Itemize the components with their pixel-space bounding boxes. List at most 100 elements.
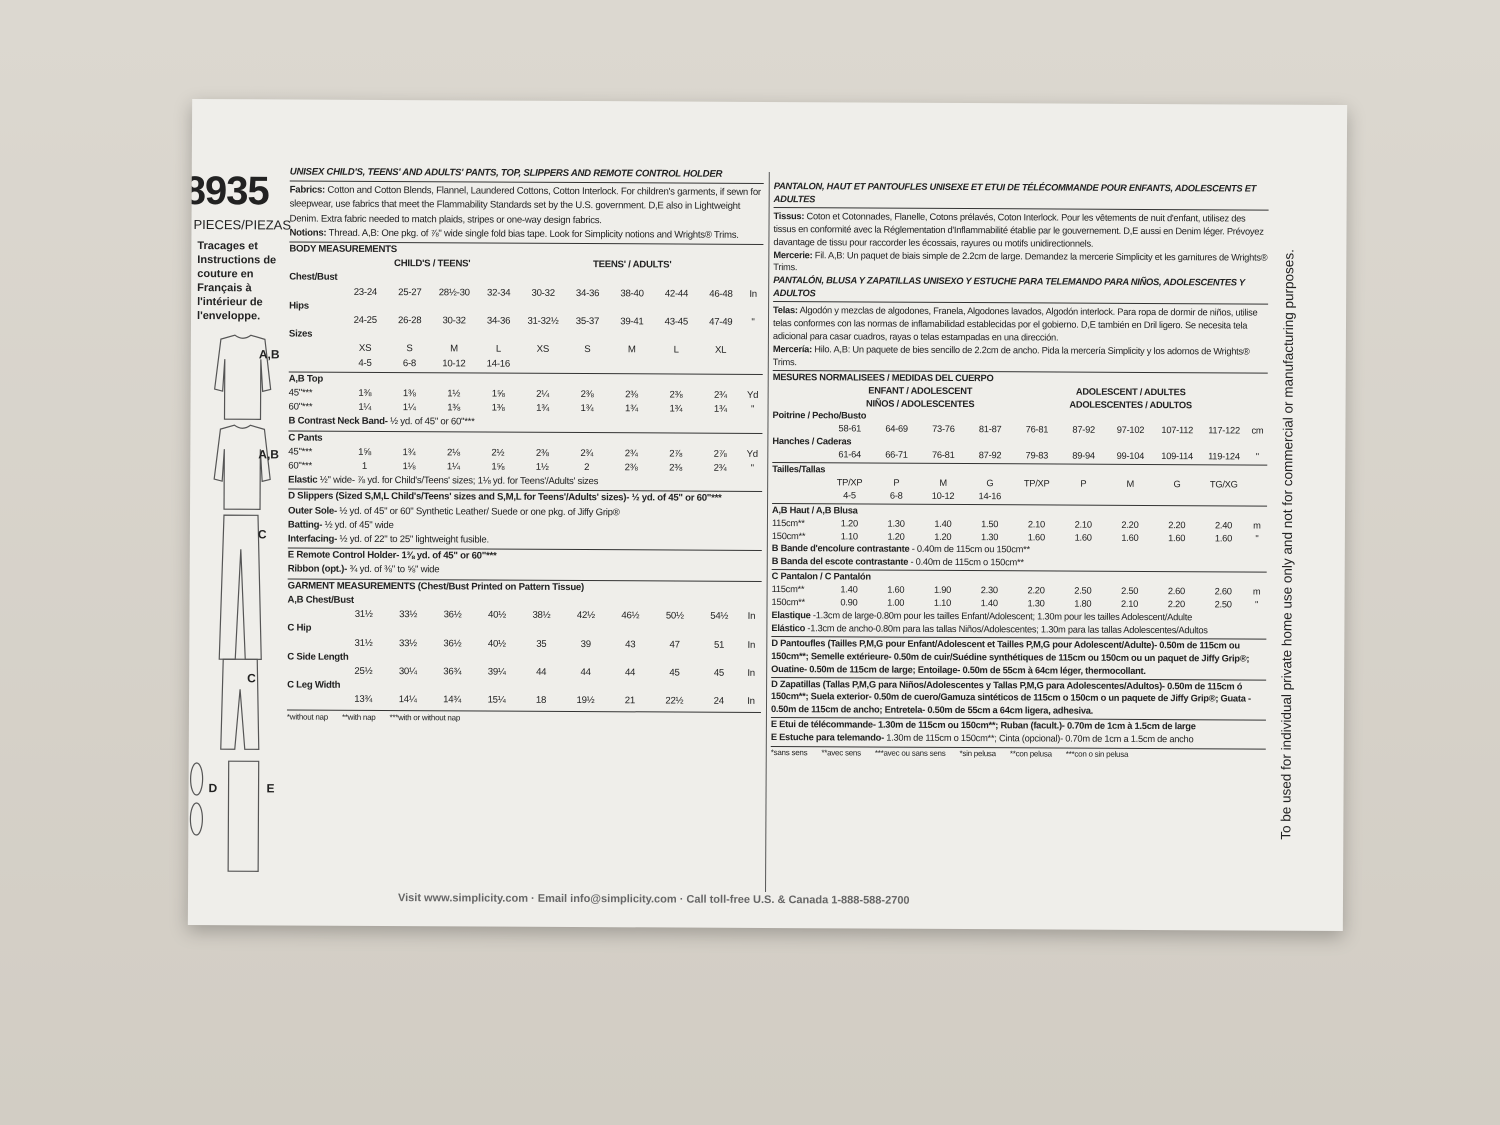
measure-row: 4-5 6-8 10-12 14-16 — [772, 489, 1267, 504]
size-group: CHILD'S / TEENS' — [343, 257, 521, 272]
cell: 1¾ — [624, 403, 638, 415]
cell: XL — [714, 345, 727, 357]
cell: 2¾ — [713, 462, 727, 474]
paragraph-label: Telas: — [773, 305, 798, 316]
unit: In — [747, 696, 755, 708]
cell: 36½ — [443, 637, 462, 649]
cell: 2⅞ — [669, 448, 683, 460]
cell: 6-8 — [402, 357, 417, 369]
cell: 2⅜ — [625, 389, 638, 401]
cell: 89-94 — [1072, 450, 1095, 461]
cell: 1¾ — [580, 403, 594, 415]
row-lead: 150cm** — [771, 530, 806, 541]
footnote-item: ***con o sin pelusa — [1065, 749, 1129, 759]
cell: 45 — [713, 667, 725, 679]
paragraph: Elástico -1.3cm de ancho-0.80m para las … — [771, 622, 1266, 637]
cell: TG/XG — [1209, 479, 1238, 490]
footnote-item: *without nap — [286, 712, 328, 722]
paragraph-label: Elastic — [288, 474, 318, 486]
cell: 4-5 — [843, 490, 856, 501]
unit: Yd — [746, 389, 759, 401]
paragraph-label: Interfacing- — [287, 533, 338, 545]
cell: 87-92 — [1072, 424, 1096, 436]
section-heading: D Pantoufles (Tailles P,M,G pour Enfant/… — [771, 635, 1267, 679]
paragraph-text: ½ yd. of 22" to 25" lightweight fusible. — [339, 533, 489, 546]
cell: 30-32 — [442, 315, 466, 327]
cell: 14¼ — [398, 694, 417, 706]
cell: 42½ — [576, 610, 595, 622]
size-group-line: ADOLESCENTES / ADULTOS — [1069, 399, 1192, 410]
cell: 1⅜ — [447, 402, 461, 414]
cell: 73-76 — [932, 424, 955, 435]
cell: 2.50 — [1121, 586, 1139, 597]
cell: 64-69 — [885, 423, 908, 435]
cell: 32-34 — [487, 287, 511, 299]
row-lead: 45"*** — [288, 387, 313, 399]
cell: 1¾ — [402, 446, 416, 459]
cell: TP/XP — [836, 477, 863, 488]
cell: 1 — [361, 460, 368, 472]
paragraph-text: -1.3cm de large-0.80m pour les tailles E… — [812, 610, 1193, 623]
cell: M — [939, 477, 947, 488]
cell: 51 — [713, 639, 725, 651]
paragraph-text: Cotton and Cotton Blends, Flannel, Laund… — [289, 184, 761, 226]
paragraph-label: Fabrics: — [289, 184, 326, 196]
cell: 58-61 — [838, 423, 862, 434]
cell: 31½ — [354, 608, 373, 621]
cell: 38-40 — [620, 287, 644, 299]
cell: 2⅜ — [624, 462, 638, 474]
paragraph-label: Tissus: — [773, 210, 805, 222]
paragraph-text: Algodón y mezclas de algodones, Franela,… — [772, 305, 1258, 343]
cell: 1.00 — [887, 597, 905, 608]
paragraph-text: Thread. A,B: One pkg. of ⅞" wide single … — [328, 227, 739, 241]
cell: 4-5 — [358, 357, 372, 369]
paragraph: B Contrast Neck Band- ½ yd. of 45" or 60… — [288, 415, 762, 432]
cell: 2 — [584, 462, 590, 474]
cell: 2¼ — [536, 388, 550, 400]
cell: 35-37 — [575, 316, 600, 328]
paragraph-label: Outer Sole- — [287, 505, 338, 517]
cell: 1.40 — [840, 584, 858, 595]
divider — [765, 172, 770, 892]
measure-row: 31½ 33½ 36½ 40½ 38½ 42½ 46½ 50½ 54½ In — [287, 608, 761, 625]
cell: 2.10 — [1027, 519, 1046, 530]
cell: 66-71 — [885, 449, 908, 460]
french-note: Tracages et Instructions de couture en F… — [197, 240, 277, 323]
cell: 2.50 — [1074, 585, 1092, 596]
cell: 109-114 — [1161, 451, 1194, 462]
cell: G — [986, 478, 994, 489]
cell: 26-28 — [397, 315, 422, 327]
cell: 76-81 — [1025, 424, 1049, 435]
paragraph: E Estuche para telemando- 1.30m de 115cm… — [771, 731, 1266, 746]
cell: 1¾ — [536, 403, 549, 415]
cell: 99-104 — [1116, 450, 1145, 462]
cell: 81-87 — [978, 424, 1002, 435]
footnote: *sans sens **avec sens ***avec ou sans sen… — [770, 746, 1266, 763]
cell: 1¼ — [358, 402, 372, 414]
view-label: C — [247, 671, 256, 686]
cell: 1.60 — [1074, 532, 1092, 543]
cell: S — [584, 344, 591, 356]
cell: S — [406, 343, 413, 355]
cell: 33½ — [398, 637, 417, 649]
cell: 54½ — [710, 610, 729, 622]
cell: 2.10 — [1074, 519, 1092, 530]
cell: 1¾ — [669, 403, 683, 415]
cell: 2.20 — [1121, 519, 1139, 530]
cell: 2.20 — [1167, 599, 1185, 610]
cell: 1¼ — [402, 402, 416, 414]
cell: 46-48 — [709, 288, 733, 300]
unit: " — [750, 404, 755, 416]
cell: 1⅝ — [358, 446, 371, 458]
cell: 2¾ — [624, 448, 638, 460]
unit: In — [747, 639, 756, 651]
cell: 2.50 — [1214, 599, 1232, 610]
unit: m — [1253, 520, 1261, 531]
cell: 1⅛ — [402, 461, 416, 473]
size-group-line: TEENS' / ADULTS' — [592, 259, 672, 271]
view-sketches — [189, 334, 272, 872]
row-lead: 115cm** — [771, 517, 805, 528]
cell: 40½ — [487, 638, 506, 650]
measure-row: 23-24 25-27 28½-30 32-34 30-32 34-36 38-40 42-4… — [289, 285, 763, 302]
cell: 2⅜ — [580, 389, 594, 401]
